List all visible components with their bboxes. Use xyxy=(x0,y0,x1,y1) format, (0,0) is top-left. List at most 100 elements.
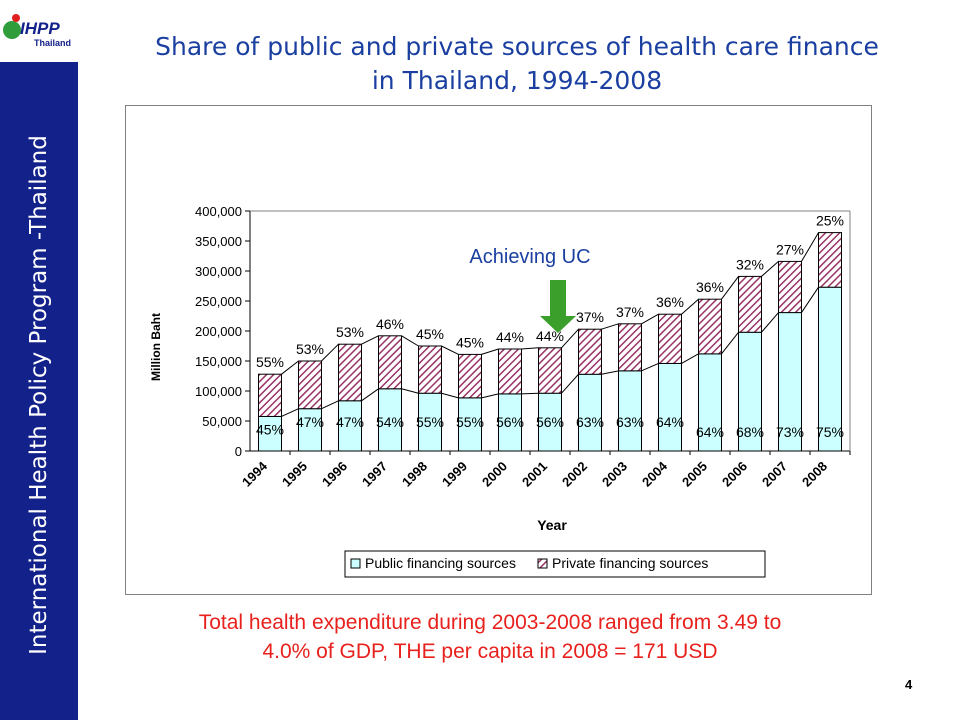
y-axis-label: Million Baht xyxy=(149,313,163,381)
x-tick-label-2005: 2005 xyxy=(679,459,710,490)
data-label-private-2005: 36% xyxy=(696,279,724,295)
y-tick-label: 50,000 xyxy=(202,414,242,429)
series-line-public xyxy=(441,392,459,399)
legend-swatch-public xyxy=(350,558,361,569)
legend-swatch-private xyxy=(537,558,548,569)
bar-private-2005 xyxy=(698,298,722,355)
bar-private-2001 xyxy=(538,347,562,394)
series-line-private xyxy=(641,313,659,325)
data-label-private-1995: 53% xyxy=(296,341,324,357)
data-label-public-1997: 54% xyxy=(376,414,404,430)
y-tick-label: 100,000 xyxy=(195,384,242,399)
bar-private-2006 xyxy=(738,275,762,333)
data-label-public-2003: 63% xyxy=(616,414,644,430)
series-line-public xyxy=(521,392,539,395)
series-line-private xyxy=(761,261,779,277)
data-label-public-1994: 45% xyxy=(256,421,284,437)
bar-private-1996 xyxy=(338,343,362,402)
series-line-public xyxy=(641,363,659,372)
bar-private-2002 xyxy=(578,328,602,375)
footnote-line1: Total health expenditure during 2003-200… xyxy=(198,611,782,634)
data-label-public-1995: 47% xyxy=(296,414,324,430)
footnote: Total health expenditure during 2003-200… xyxy=(105,608,875,666)
series-line-private xyxy=(601,323,619,330)
y-tick-label: 400,000 xyxy=(195,204,242,219)
x-tick-label-1995: 1995 xyxy=(279,459,310,490)
series-line-private xyxy=(321,343,339,362)
series-line-public xyxy=(321,400,339,410)
bar-private-1995 xyxy=(298,360,322,410)
y-tick-label: 350,000 xyxy=(195,234,242,249)
y-tick-label: 250,000 xyxy=(195,294,242,309)
data-label-private-1997: 46% xyxy=(376,316,404,332)
bar-private-1994 xyxy=(258,373,282,417)
footnote-line2: 4.0% of GDP, THE per capita in 2008 = 17… xyxy=(262,640,718,663)
data-label-public-1998: 55% xyxy=(416,414,444,430)
legend: Public financing sources Private financi… xyxy=(344,550,766,578)
data-label-public-1996: 47% xyxy=(336,414,364,430)
annotation-arrow-head xyxy=(540,316,576,333)
data-label-private-2004: 36% xyxy=(656,294,684,310)
series-line-private xyxy=(561,328,579,349)
bar-private-2003 xyxy=(618,323,642,372)
series-line-private xyxy=(521,347,539,350)
series-line-public xyxy=(561,373,579,394)
series-line-public xyxy=(721,331,739,355)
slide-title: Share of public and private sources of h… xyxy=(92,30,942,98)
x-tick-label-2006: 2006 xyxy=(719,459,750,490)
data-label-public-2001: 56% xyxy=(536,414,564,430)
sidebar-band: International Health Policy Program -Tha… xyxy=(0,0,78,720)
x-tick-label-1998: 1998 xyxy=(399,459,430,490)
x-tick-label-2000: 2000 xyxy=(479,459,510,490)
legend-box xyxy=(344,550,766,578)
y-tick-label: 0 xyxy=(235,444,242,459)
series-line-public xyxy=(761,312,779,333)
ihpp-logo: IHPP Thailand xyxy=(0,0,78,62)
data-label-private-2000: 44% xyxy=(496,329,524,345)
x-tick-label-2004: 2004 xyxy=(639,458,671,490)
x-tick-label-1996: 1996 xyxy=(319,459,350,490)
slide-title-line1: Share of public and private sources of h… xyxy=(155,32,879,61)
data-label-public-1999: 55% xyxy=(456,414,484,430)
bar-private-2008 xyxy=(818,232,842,288)
bar-private-1999 xyxy=(458,353,482,399)
x-tick-label-1997: 1997 xyxy=(359,459,390,490)
series-line-private xyxy=(281,360,299,375)
x-tick-label-2003: 2003 xyxy=(599,459,630,490)
data-label-private-1998: 45% xyxy=(416,326,444,342)
legend-label-public: Public financing sources xyxy=(365,555,516,571)
data-label-private-1996: 53% xyxy=(336,324,364,340)
bar-private-1997 xyxy=(378,335,402,390)
x-tick-label-2001: 2001 xyxy=(519,459,550,490)
bar-private-2007 xyxy=(778,260,802,314)
bar-private-1998 xyxy=(418,345,442,394)
legend-label-private: Private financing sources xyxy=(552,555,708,571)
bar-public-2002 xyxy=(578,373,602,452)
x-tick-label-1999: 1999 xyxy=(439,459,470,490)
data-label-private-2002: 37% xyxy=(576,309,604,325)
x-tick-label-2007: 2007 xyxy=(759,459,790,490)
chart: 0 50,000 100,000 150,000 200,000 250,000 300,0… xyxy=(149,204,851,578)
series-line-public xyxy=(601,370,619,375)
logo-sub-text: Thailand xyxy=(34,38,71,48)
data-label-private-1999: 45% xyxy=(456,334,484,350)
series-line-private xyxy=(481,348,499,355)
annotation-arrow-shaft xyxy=(550,280,566,318)
bar-public-2004 xyxy=(658,362,682,452)
x-tick-label-2002: 2002 xyxy=(559,459,590,490)
y-tick-label: 300,000 xyxy=(195,264,242,279)
slide-title-line2: in Thailand, 1994-2008 xyxy=(371,66,663,95)
series-line-public xyxy=(281,408,299,417)
data-label-public-2004: 64% xyxy=(656,414,684,430)
series-line-private xyxy=(361,335,379,345)
data-label-public-2000: 56% xyxy=(496,414,524,430)
data-label-public-2002: 63% xyxy=(576,414,604,430)
data-label-public-2008: 75% xyxy=(816,424,844,440)
data-label-private-2003: 37% xyxy=(616,304,644,320)
bar-public-2003 xyxy=(618,370,642,452)
logo-main-text: IHPP xyxy=(20,19,60,38)
series-line-private xyxy=(721,276,739,300)
data-label-public-2007: 73% xyxy=(776,424,804,440)
x-tick-label-1994: 1994 xyxy=(239,458,271,490)
x-tick-label-2008: 2008 xyxy=(799,459,830,490)
